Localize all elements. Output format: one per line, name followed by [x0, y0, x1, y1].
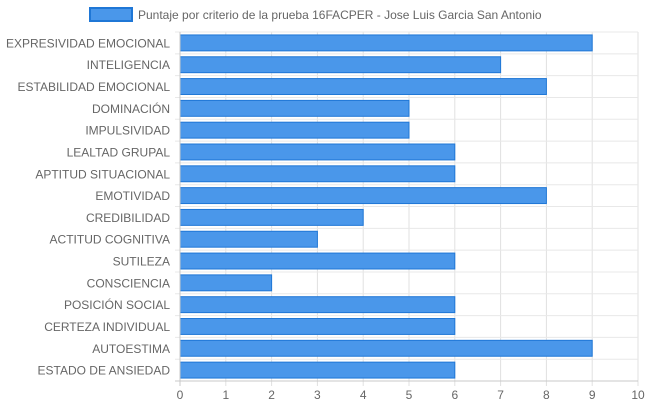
category-label: DOMINACIÓN: [92, 101, 170, 116]
bar[interactable]: [179, 208, 364, 226]
category-label: CERTEZA INDIVIDUAL: [44, 320, 170, 334]
x-tick-label: 2: [268, 388, 275, 402]
category-label: ACTITUD COGNITIVA: [50, 233, 170, 247]
x-tick-label: 6: [451, 388, 458, 402]
category-label: SUTILEZA: [113, 255, 170, 269]
x-tick-label: 4: [360, 388, 367, 402]
x-tick-label: 0: [177, 388, 184, 402]
bar[interactable]: [179, 34, 593, 52]
category-labels: EXPRESIVIDAD EMOCIONAL INTELIGENCIA ESTABI…: [6, 36, 170, 377]
category-label: IMPULSIVIDAD: [85, 124, 170, 138]
bar[interactable]: [179, 296, 456, 314]
bar[interactable]: [179, 99, 410, 117]
bar[interactable]: [179, 230, 318, 248]
bar[interactable]: [179, 274, 273, 292]
category-label: CONSCIENCIA: [87, 276, 170, 290]
category-label: INTELIGENCIA: [87, 58, 170, 72]
bar[interactable]: [179, 143, 456, 161]
bar[interactable]: [179, 339, 593, 357]
category-label: APTITUD SITUACIONAL: [35, 167, 170, 181]
category-label: POSICIÓN SOCIAL: [64, 297, 170, 312]
legend[interactable]: Puntaje por criterio de la prueba 16FACP…: [89, 7, 542, 22]
category-label: LEALTAD GRUPAL: [67, 145, 171, 159]
x-tick-label: 7: [497, 388, 504, 402]
bar[interactable]: [179, 121, 410, 139]
bar[interactable]: [179, 78, 547, 95]
x-tick-labels: 0 1 2 3 4 5 6 7 8 9 10: [177, 388, 645, 402]
legend-label: Puntaje por criterio de la prueba 16FACP…: [138, 8, 542, 22]
legend-swatch: [89, 7, 133, 22]
category-label: AUTOESTIMA: [92, 342, 170, 356]
category-label: ESTABILIDAD EMOCIONAL: [18, 80, 171, 94]
category-label: EXPRESIVIDAD EMOCIONAL: [6, 36, 170, 50]
bars: [179, 34, 593, 379]
bar[interactable]: [179, 187, 547, 205]
x-tick-label: 1: [222, 388, 229, 402]
bar[interactable]: [179, 318, 456, 335]
bar[interactable]: [179, 56, 502, 74]
x-tick-label: 10: [631, 388, 645, 402]
axes: [175, 32, 638, 386]
x-tick-label: 5: [406, 388, 413, 402]
x-tick-label: 8: [543, 388, 550, 402]
category-label: ESTADO DE ANSIEDAD: [38, 364, 171, 378]
category-label: EMOTIVIDAD: [95, 189, 170, 203]
x-tick-label: 9: [589, 388, 596, 402]
bar[interactable]: [179, 252, 456, 270]
bar[interactable]: [179, 361, 456, 379]
bar[interactable]: [179, 165, 456, 183]
x-tick-label: 3: [314, 388, 321, 402]
category-label: CREDIBILIDAD: [86, 211, 170, 225]
